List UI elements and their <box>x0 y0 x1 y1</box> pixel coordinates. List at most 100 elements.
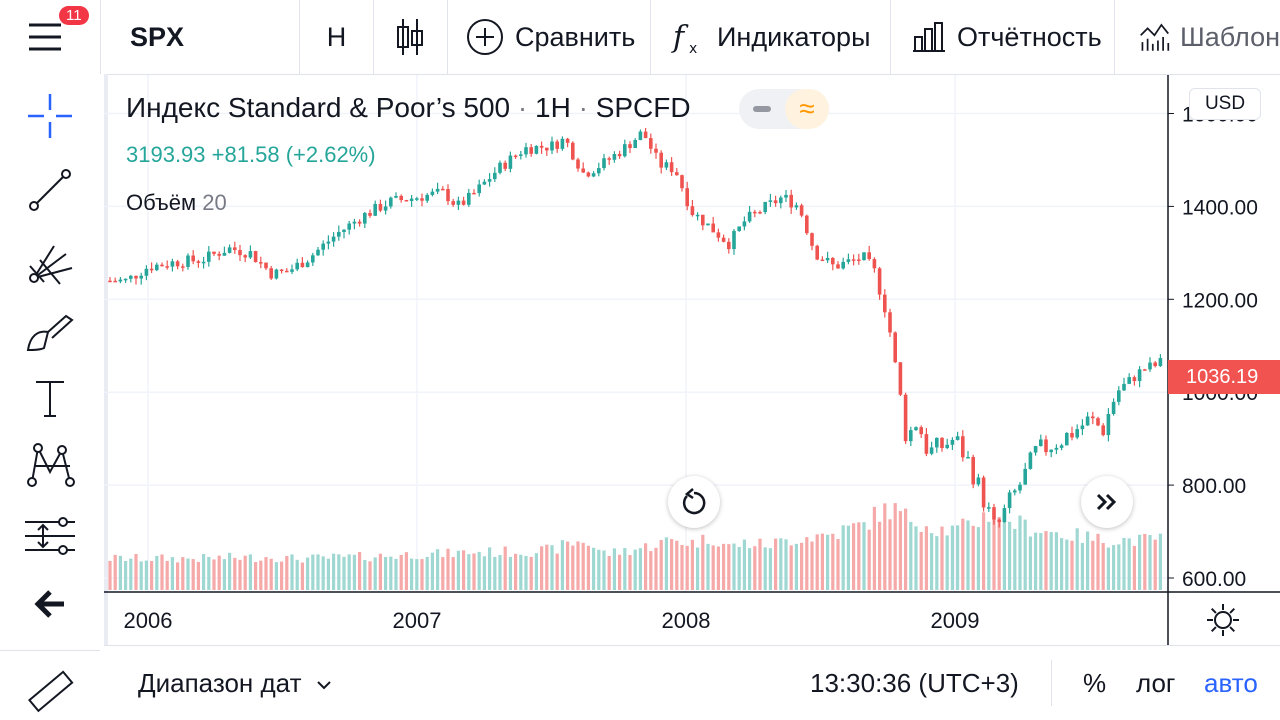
candle-body <box>1065 432 1069 446</box>
volume-bar <box>654 547 658 590</box>
candle-body <box>352 221 357 224</box>
legend-source: SPCFD <box>595 92 691 123</box>
candle-body <box>1143 369 1147 371</box>
chart-settings-button[interactable] <box>1205 602 1241 638</box>
compare-button[interactable]: Сравнить <box>447 0 651 74</box>
volume-bar <box>1018 515 1022 590</box>
legend-change-pct: (+2.62%) <box>285 142 376 167</box>
candle-body <box>565 138 570 143</box>
notification-badge: 11 <box>59 6 89 25</box>
ruler-tool[interactable] <box>22 664 78 720</box>
volume-bar <box>1101 542 1105 590</box>
symbol-search[interactable]: SPX <box>100 0 300 74</box>
candle-body <box>773 200 778 204</box>
clock-timezone[interactable]: 13:30:36 (UTC+3) <box>810 668 1019 698</box>
financials-button[interactable]: Отчётность <box>891 0 1115 74</box>
menu-icon <box>29 23 61 51</box>
volume-bar <box>597 549 601 590</box>
crosshair-tool[interactable] <box>22 88 78 144</box>
volume-bar <box>1086 531 1090 590</box>
volume-bar <box>1060 538 1064 590</box>
volume-bar <box>945 535 949 590</box>
interval-button[interactable]: Н <box>300 0 374 74</box>
text-icon <box>36 381 64 417</box>
currency-button[interactable]: USD <box>1189 88 1261 120</box>
volume-bar <box>758 538 762 590</box>
volume-bar <box>196 561 200 590</box>
volume-bar <box>909 521 913 590</box>
reset-chart-button[interactable] <box>668 476 720 528</box>
candle-body <box>373 203 377 216</box>
candle-body <box>513 155 518 158</box>
back-button[interactable] <box>22 576 78 632</box>
volume-bar <box>342 556 346 590</box>
log-toggle[interactable]: лог <box>1136 668 1176 698</box>
candle-body <box>1054 447 1059 450</box>
volume-bar <box>358 551 362 590</box>
candle-body <box>820 259 825 262</box>
volume-bar <box>768 548 772 590</box>
volume-bar <box>1091 540 1095 590</box>
text-tool[interactable] <box>22 370 78 426</box>
price-chart[interactable]: 600.00800.001000.001200.001400.001600.00… <box>104 75 1280 645</box>
candle-body <box>815 245 819 260</box>
candle-body <box>321 243 325 250</box>
percent-toggle[interactable]: % <box>1083 668 1107 698</box>
legend-price: 3193.93 <box>126 142 206 167</box>
volume-bar <box>212 559 216 590</box>
candle-body <box>1132 377 1137 382</box>
volume-bar <box>295 559 299 590</box>
candle-body <box>685 188 689 207</box>
volume-bar <box>670 539 674 590</box>
candle-body <box>1013 490 1017 493</box>
volume-bar <box>748 548 752 590</box>
candle-body <box>690 206 695 216</box>
candle-body <box>430 191 435 195</box>
auto-toggle[interactable]: авто <box>1204 668 1258 698</box>
volume-bar <box>815 534 819 590</box>
templates-button[interactable]: Шаблон <box>1115 0 1280 74</box>
candle-body <box>129 275 133 279</box>
volume-bar <box>961 518 965 590</box>
menu-button[interactable]: 11 <box>0 0 101 74</box>
candle-body <box>274 269 279 279</box>
volume-bar <box>810 541 814 590</box>
volume-bar <box>852 523 856 590</box>
trendline-tool[interactable] <box>22 162 78 218</box>
svg-text:f: f <box>671 20 689 55</box>
brush-tool[interactable] <box>22 304 78 360</box>
volume-bar <box>540 546 544 590</box>
volume-bar <box>228 552 232 590</box>
candles <box>108 128 1163 528</box>
date-range-button[interactable]: Диапазон дат <box>138 668 333 699</box>
volume-bar <box>384 557 388 590</box>
legend-toggle[interactable]: ≈ <box>739 89 829 129</box>
volume-bar <box>576 541 580 590</box>
chart-type-button[interactable] <box>373 0 448 74</box>
measure-tool[interactable] <box>22 508 78 564</box>
candle-body <box>139 275 143 279</box>
scroll-to-realtime-button[interactable] <box>1081 476 1133 528</box>
volume-bar <box>888 519 892 590</box>
volume-bar <box>493 556 497 590</box>
volume-bar <box>134 554 138 590</box>
volume-bar <box>1070 540 1074 590</box>
candle-body <box>961 436 965 458</box>
candle-body <box>1023 468 1027 485</box>
volume-bar <box>394 558 398 590</box>
volume-bar <box>332 553 336 590</box>
candle-body <box>467 192 471 205</box>
candle-body <box>857 259 861 261</box>
candle-body <box>763 201 767 213</box>
candle-body <box>940 437 944 449</box>
candle-body <box>789 194 793 208</box>
candle-body <box>368 212 372 216</box>
pattern-tool[interactable] <box>22 436 78 492</box>
pitchfork-tool[interactable] <box>22 234 78 290</box>
volume-bar <box>898 511 902 590</box>
candle-body <box>456 200 461 205</box>
volume-bar <box>248 554 252 590</box>
volume-bar <box>222 559 226 590</box>
last-price-label: 1036.19 <box>1168 360 1280 394</box>
